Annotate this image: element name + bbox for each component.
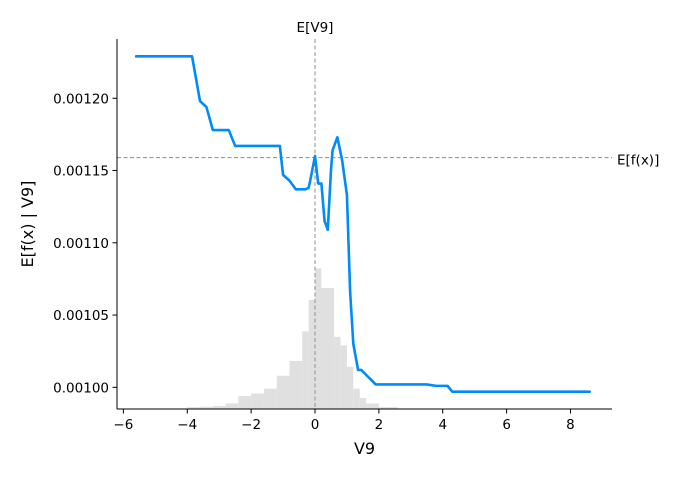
histogram [187, 268, 399, 409]
histogram-bar [321, 288, 335, 409]
x-tick-label: 6 [502, 417, 511, 433]
x-axis-title: V9 [354, 439, 375, 458]
x-tick-label: 4 [438, 417, 447, 433]
histogram-bar [340, 345, 347, 409]
x-tick-label: −2 [241, 417, 261, 433]
y-tick-label: 0.00100 [53, 380, 109, 396]
histogram-bar [212, 406, 226, 409]
x-tick-label: 0 [311, 417, 320, 433]
series-line [134, 55, 591, 393]
x-ticks: −6 −4 −2 0 2 4 6 8 [113, 409, 575, 433]
histogram-bar [200, 406, 213, 409]
histogram-bar [315, 268, 322, 409]
y-axis-title: E[f(x) | V9] [18, 181, 37, 268]
histogram-bar [263, 388, 277, 409]
histogram-bar [346, 366, 354, 409]
histogram-bar [353, 388, 360, 409]
histogram-bar [308, 299, 315, 409]
histogram-bar [187, 407, 201, 409]
series-line-layer [134, 55, 591, 393]
x-tick-label: −6 [113, 417, 133, 433]
histogram-bar [366, 403, 379, 409]
x-tick-label: −4 [177, 417, 197, 433]
histogram-bar [225, 403, 239, 409]
histogram-bar [302, 331, 309, 409]
histogram-bar [289, 360, 303, 409]
expected-y-label: E[f(x)] [617, 153, 659, 169]
x-tick-label: 8 [566, 417, 575, 433]
y-tick-label: 0.00110 [53, 236, 109, 252]
reference-lines [117, 39, 612, 409]
y-tick-label: 0.00105 [53, 308, 109, 324]
histogram-bar [276, 375, 290, 409]
y-tick-label: 0.00115 [53, 164, 109, 180]
histogram-bar [238, 396, 252, 409]
expected-x-label: E[V9] [297, 20, 334, 36]
histogram-bar [378, 407, 399, 409]
y-tick-label: 0.00120 [53, 91, 109, 107]
x-tick-label: 2 [375, 417, 384, 433]
y-ticks: 0.00100 0.00105 0.00110 0.00115 0.00120 [53, 91, 117, 396]
histogram-bar [334, 336, 341, 409]
histogram-bar [359, 397, 367, 409]
axes [116, 39, 612, 410]
histogram-bar [251, 393, 264, 409]
